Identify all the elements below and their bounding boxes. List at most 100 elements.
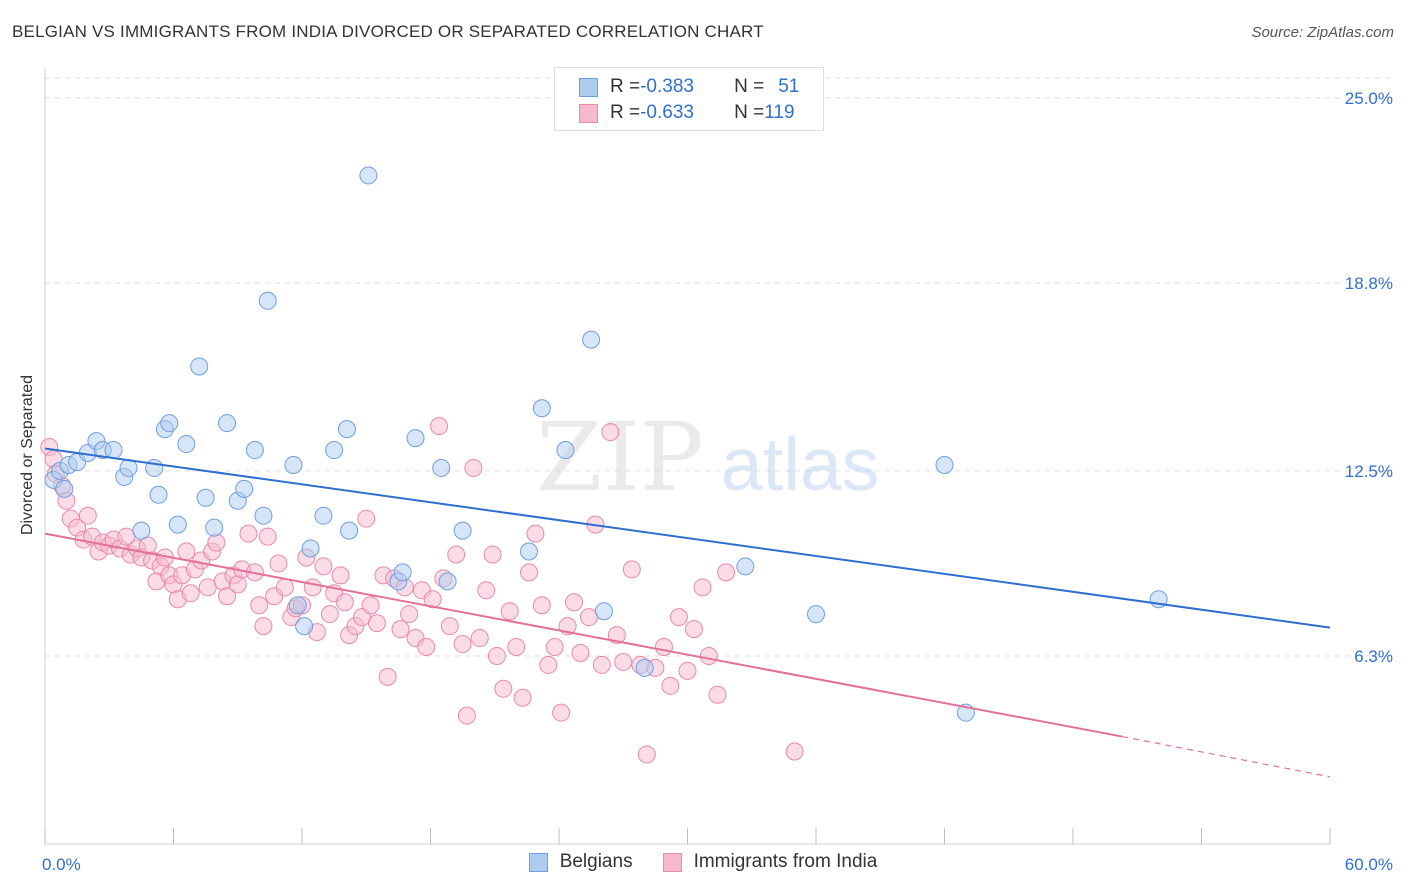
belgian-point [393,563,412,582]
india-point [430,417,449,436]
belgian-point [235,479,254,498]
india-point [228,575,247,594]
belgian-point [254,506,273,525]
belgian-point [406,429,425,448]
belgian-point [594,602,613,621]
india-point [470,629,489,648]
n-value: 51 [778,76,800,97]
axes [44,68,1331,845]
belgian-point [190,357,209,376]
india-point [378,667,397,686]
belgian-point [635,658,654,677]
india-point [314,557,333,576]
belgian-point [520,542,539,561]
belgian-point [935,455,954,474]
india-point [477,581,496,600]
belgian-point [104,441,123,460]
belgian-point [149,485,168,504]
india-point [218,587,237,606]
belgian-point [196,488,215,507]
india-point [607,626,626,645]
legend-label-belgians: Belgians [559,851,633,872]
belgian-point [337,420,356,439]
india-point [487,646,506,665]
india-point [669,608,688,627]
india-point [361,596,380,615]
india-point [447,545,466,564]
india-point [571,643,590,662]
india-point [513,688,532,707]
india-point [507,638,526,657]
belgian-point [284,455,303,474]
source-note: Source: ZipAtlas.com [1251,24,1394,41]
india-point [614,652,633,671]
india-point [357,509,376,528]
belgian-point [132,521,151,540]
belgian-swatch [579,77,598,97]
n-label: N = [734,76,765,97]
r-value: -0.633 [640,102,694,123]
belgian-point [432,458,451,477]
watermark: ZIP atlas [536,403,879,513]
belgian-point [245,441,264,460]
belgian-point [340,521,359,540]
india-point [483,545,502,564]
india-trend-extension [1122,735,1331,778]
belgian-point [325,441,344,460]
legend-label-india: Immigrants from India [693,851,878,872]
belgian-point [807,605,825,624]
india-point [269,554,288,573]
india-point [417,638,436,657]
india-point [331,566,350,585]
india-swatch [579,103,598,123]
india-legend-swatch [662,852,682,872]
chart-title: BELGIAN VS IMMIGRANTS FROM INDIA DIVORCE… [12,22,764,41]
india-point [526,524,545,543]
belgian-point [359,166,378,185]
r-label: R = [610,76,641,97]
india-point [592,655,611,674]
india-point [545,638,564,657]
belgian-point [556,441,575,460]
stats-row-india: R = -0.633 N = 119 [579,100,795,126]
belgian-point [295,617,314,636]
india-point [532,596,551,615]
stats-legend: R = -0.383 N = 51 R = -0.633 N = 119 [554,67,824,131]
belgian-point [453,521,472,540]
india-point [367,614,386,633]
india-point [453,635,472,654]
x-tick-label-min: 0.0% [42,855,81,874]
india-point [391,620,410,639]
india-point [198,578,217,597]
india-point [320,605,339,624]
india-point [275,578,294,597]
belgian-point [160,414,179,433]
india-point [500,602,519,621]
belgian-point [218,414,237,433]
india-point [564,593,583,612]
india-point [440,617,459,636]
belgian-point [288,596,307,615]
india-point [601,423,620,442]
india-point [400,605,419,624]
india-point [254,617,273,636]
india-point [335,593,354,612]
n-label: N = [734,102,765,123]
india-point [693,578,712,597]
india-point [258,527,277,546]
y-tick-label: 18.8% [1345,274,1393,293]
india-point [684,620,703,639]
india-point [785,742,804,761]
india-point [708,685,727,704]
belgian-point [301,539,320,558]
india-point [552,703,571,722]
belgian-point [438,572,457,591]
legend-item-india: Immigrants from India [662,851,878,873]
stats-row-belgians: R = -0.383 N = 51 [579,74,799,100]
belgian-point [177,435,196,454]
india-point [494,679,513,698]
r-value: -0.383 [640,76,694,97]
india-point [303,578,322,597]
tick-labels: 6.3% 12.5% 18.8% 25.0% 0.0% 60.0% [42,89,1393,874]
